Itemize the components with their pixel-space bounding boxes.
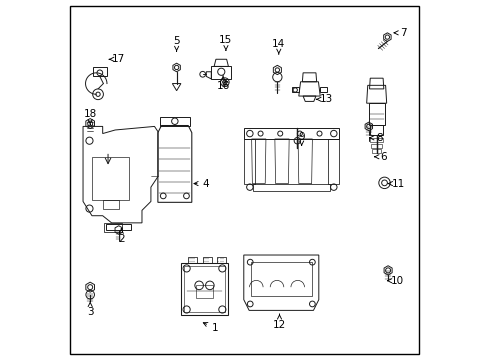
Bar — [369, 138, 382, 143]
Text: 6: 6 — [374, 152, 386, 162]
Text: 8: 8 — [369, 133, 382, 143]
Text: 11: 11 — [387, 179, 404, 189]
Text: 17: 17 — [109, 54, 125, 64]
Text: 16: 16 — [216, 76, 229, 91]
Text: 13: 13 — [316, 94, 332, 104]
Text: 5: 5 — [173, 36, 180, 51]
Bar — [102, 201, 119, 209]
Text: 2: 2 — [118, 228, 124, 244]
Text: 10: 10 — [387, 276, 403, 286]
Text: 4: 4 — [194, 179, 209, 189]
Text: 15: 15 — [219, 35, 232, 50]
Text: 9: 9 — [298, 132, 305, 145]
Text: 3: 3 — [87, 302, 93, 317]
Bar — [370, 144, 381, 148]
Text: 14: 14 — [272, 39, 285, 54]
Text: 7: 7 — [393, 28, 407, 38]
Text: 1: 1 — [203, 323, 218, 333]
Bar — [92, 157, 129, 200]
Bar — [195, 285, 213, 298]
Text: 18: 18 — [83, 109, 97, 125]
Bar — [372, 149, 380, 153]
Text: 12: 12 — [272, 314, 285, 330]
